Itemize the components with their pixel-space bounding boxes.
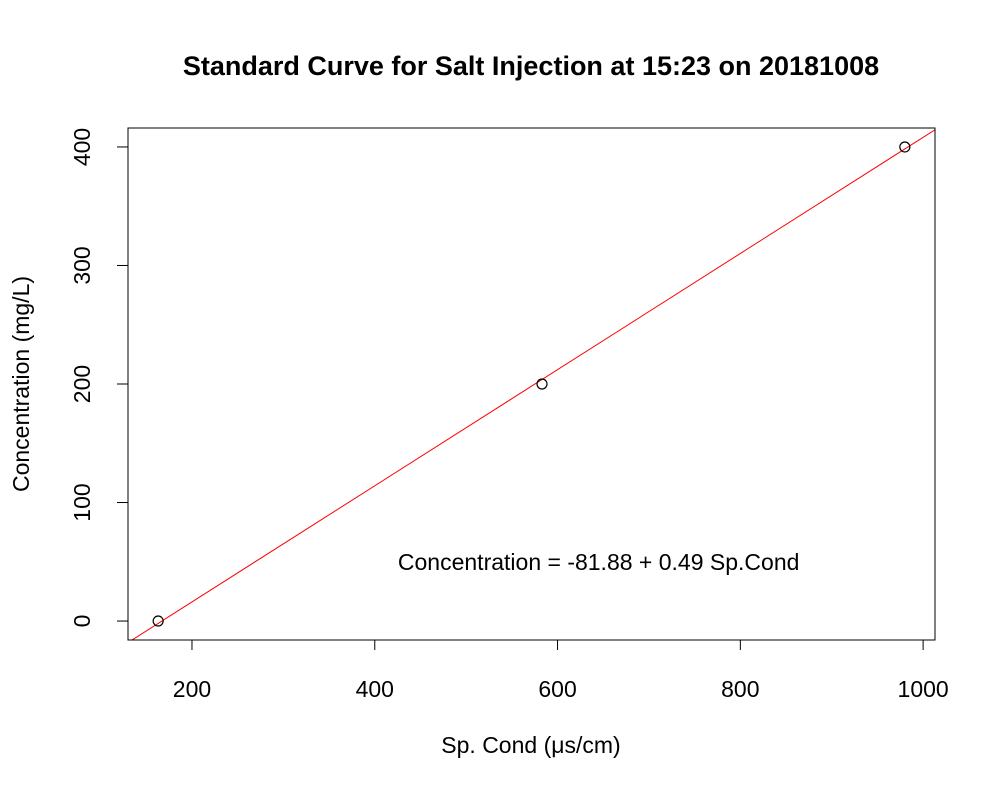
x-axis: 200 400 600 800 1000 (173, 639, 949, 702)
x-axis-title: Sp. Cond (μs/cm) (441, 732, 620, 758)
y-tick-label: 0 (69, 615, 95, 628)
x-tick-label: 200 (173, 676, 211, 702)
data-point (152, 615, 164, 627)
plot-frame (127, 127, 936, 641)
chart-title: Standard Curve for Salt Injection at 15:… (183, 51, 879, 81)
y-tick-label: 200 (69, 365, 95, 403)
x-tick-label: 600 (538, 676, 576, 702)
x-tick-label: 1000 (898, 676, 949, 702)
plot-area (131, 129, 935, 640)
x-tick-label: 400 (356, 676, 394, 702)
fit-equation-annotation: Concentration = -81.88 + 0.49 Sp.Cond (398, 549, 800, 575)
y-tick-label: 300 (69, 246, 95, 284)
y-axis-title: Concentration (mg/L) (8, 276, 34, 492)
y-tick-label: 400 (69, 128, 95, 166)
y-axis: 0 100 200 300 400 (69, 128, 129, 628)
x-tick-label: 800 (721, 676, 759, 702)
data-point (899, 141, 911, 153)
y-tick-label: 100 (69, 483, 95, 521)
data-point (536, 378, 548, 390)
regression-line (131, 129, 935, 640)
